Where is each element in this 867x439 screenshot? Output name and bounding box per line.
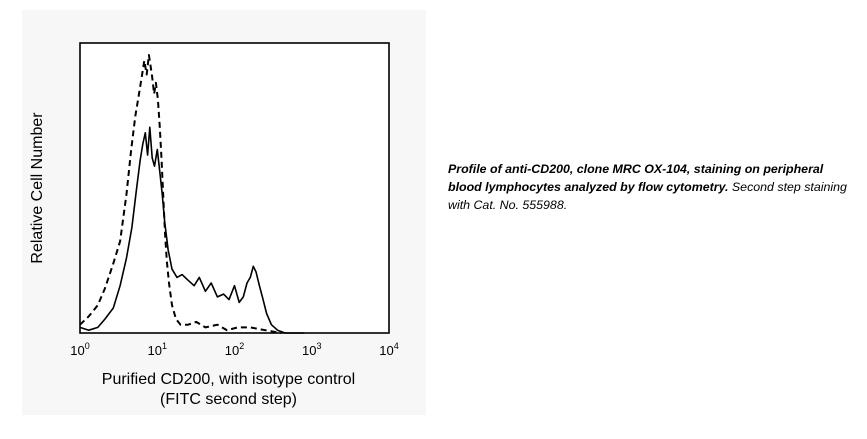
caption-bold-text: Profile of anti-CD200, clone MRC OX-104,… xyxy=(448,162,824,194)
x-axis-label-line2: (FITC second step) xyxy=(160,391,297,408)
series-line-solid-0 xyxy=(79,126,305,334)
series-line-dashed-1 xyxy=(79,54,282,334)
figure-caption: Profile of anti-CD200, clone MRC OX-104,… xyxy=(448,160,848,214)
x-axis-label-line1: Purified CD200, with isotype control xyxy=(102,371,355,388)
x-tick-label-4: 104 xyxy=(379,341,398,358)
plot-frame xyxy=(79,42,390,334)
y-axis-label: Relative Cell Number xyxy=(29,112,46,264)
x-tick-label-0: 100 xyxy=(70,341,89,358)
caption-normal-text: Second step staining with Cat. No. 55598… xyxy=(448,180,847,212)
x-tick-label-2: 102 xyxy=(225,341,244,358)
x-tick-label-3: 103 xyxy=(302,341,321,358)
x-tick-label-1: 101 xyxy=(148,341,167,358)
